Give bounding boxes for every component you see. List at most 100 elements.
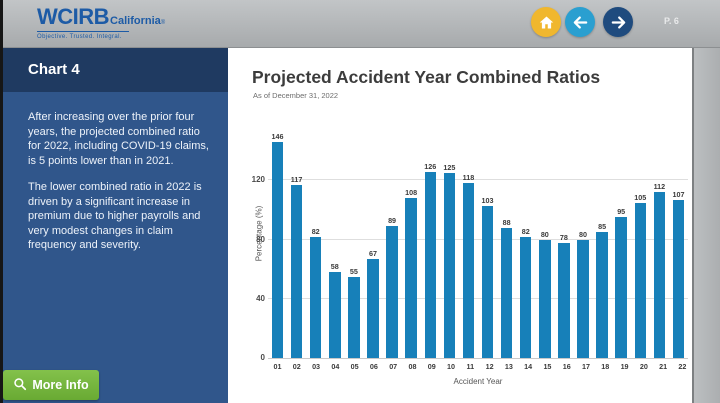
- x-tick-label: 10: [447, 362, 456, 371]
- bar-slot: 118: [461, 173, 476, 358]
- bar-slot: 107: [671, 190, 686, 358]
- x-tick-label: 13: [504, 362, 513, 371]
- as-of-date: As of December 31, 2022: [253, 91, 339, 100]
- more-info-button[interactable]: More Info: [3, 370, 99, 400]
- bar: [615, 217, 627, 358]
- x-tick-label: 07: [389, 362, 398, 371]
- page-number: P. 6: [664, 16, 679, 26]
- left-edge-border: [0, 0, 3, 403]
- bar: [443, 173, 456, 358]
- x-tick-label: 09: [427, 362, 436, 371]
- bar-slot: 146: [270, 132, 285, 358]
- bar-value-label: 112: [653, 182, 666, 192]
- bar-value-label: 85: [598, 222, 607, 232]
- bar-value-label: 118: [462, 173, 475, 183]
- x-tick-label: 04: [331, 362, 340, 371]
- bar-slot: 103: [480, 196, 495, 358]
- bar: [672, 199, 685, 358]
- bar: [634, 202, 647, 358]
- bar: [539, 239, 551, 358]
- bar-value-label: 107: [672, 189, 685, 199]
- y-tick-label: 120: [251, 175, 265, 185]
- wcirb-logo: WCIRB California ® Objective. Trusted. I…: [37, 6, 165, 40]
- bar-slot: 112: [652, 182, 667, 358]
- bar: [424, 171, 436, 358]
- x-tick-label: 03: [312, 362, 321, 371]
- bar-value-label: 80: [579, 229, 587, 239]
- bar-value-label: 82: [311, 226, 320, 236]
- bar: [558, 242, 570, 358]
- bar: [481, 205, 494, 358]
- x-tick-label: 05: [350, 362, 359, 371]
- home-button[interactable]: [531, 7, 561, 37]
- x-tick-label: 22: [678, 362, 687, 371]
- chart-number-title: Chart 4: [28, 61, 80, 78]
- x-tick-label: 12: [485, 362, 494, 371]
- bar: [386, 226, 398, 358]
- bar-slot: 82: [308, 227, 323, 358]
- bar-slot: 78: [556, 233, 571, 358]
- logo-brand-text: WCIRB: [37, 4, 110, 29]
- bar: [290, 184, 303, 358]
- x-tick-label: 01: [273, 362, 282, 371]
- bar-slot: 108: [404, 188, 419, 358]
- bar-slot: 55: [346, 267, 361, 358]
- bar-slot: 89: [385, 216, 400, 358]
- x-tick-label: 17: [582, 362, 590, 371]
- x-tick-label: 21: [659, 362, 668, 371]
- x-tick-label: 15: [543, 362, 552, 371]
- y-tick-label: 0: [260, 353, 265, 362]
- main-content: Projected Accident Year Combined Ratios …: [228, 47, 692, 403]
- x-tick-label: 14: [524, 362, 533, 371]
- gridline: [268, 179, 688, 181]
- bar-slot: 126: [423, 162, 438, 358]
- x-tick-label: 06: [369, 362, 378, 371]
- sidebar-commentary: After increasing over the prior four yea…: [3, 92, 228, 253]
- bar: [596, 232, 608, 358]
- bar-value-label: 108: [405, 188, 418, 198]
- bar-slot: 125: [442, 163, 457, 358]
- x-tick-label: 16: [562, 362, 571, 371]
- bar-value-label: 88: [502, 217, 511, 227]
- logo-region-text: California: [110, 15, 161, 27]
- bar: [348, 276, 360, 358]
- bar-slot: 117: [289, 175, 304, 358]
- x-tick-label: 11: [466, 362, 475, 371]
- sidebar-title-band: Chart 4: [3, 47, 228, 92]
- logo-tagline: Objective. Trusted. Integral.: [37, 31, 129, 40]
- bar-value-label: 117: [290, 174, 303, 184]
- bar-slot: 80: [537, 230, 552, 358]
- bar: [405, 198, 417, 358]
- arrow-right-icon: [610, 14, 627, 31]
- arrow-left-icon: [572, 14, 589, 31]
- home-icon: [538, 14, 555, 31]
- bar: [577, 239, 589, 358]
- bar-value-label: 82: [521, 226, 530, 236]
- search-icon: [13, 377, 27, 394]
- next-page-button[interactable]: [603, 7, 633, 37]
- x-tick-label: 18: [601, 362, 610, 371]
- bar-slot: 105: [633, 193, 648, 358]
- x-axis-label: Accident Year: [453, 377, 503, 386]
- x-tick-label: 02: [292, 362, 301, 371]
- bar: [653, 192, 666, 358]
- bar: [309, 236, 322, 358]
- bar-slot: 95: [614, 207, 629, 358]
- bar-value-label: 146: [271, 131, 284, 141]
- bar-value-label: 58: [330, 262, 339, 272]
- bar-slot: 85: [595, 222, 610, 358]
- bar-slot: 80: [576, 230, 591, 358]
- bar-slot: 88: [499, 218, 514, 358]
- bar: [462, 183, 475, 358]
- x-tick-label: 20: [639, 362, 648, 371]
- bar-value-label: 78: [559, 232, 568, 242]
- sidebar: Chart 4 After increasing over the prior …: [3, 47, 228, 403]
- gridline: [268, 297, 688, 299]
- bar: [500, 227, 513, 358]
- page-title: Projected Accident Year Combined Ratios: [252, 67, 601, 87]
- previous-page-button[interactable]: [565, 7, 595, 37]
- chart-plot: 146 117 82 58 55 67 89 108 126 125 118 103 88 82 80 78 8…: [268, 125, 688, 359]
- bar-slot: 58: [327, 262, 342, 358]
- bar-value-label: 67: [368, 248, 377, 258]
